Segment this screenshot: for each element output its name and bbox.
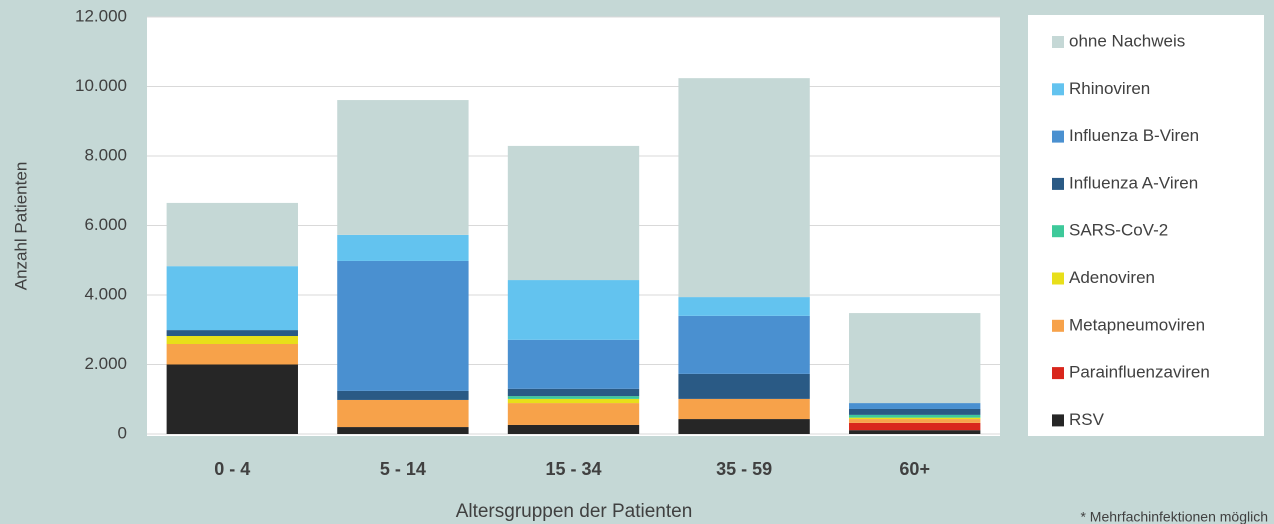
bar-segment bbox=[507, 396, 640, 399]
x-axis-title: Altersgruppen der Patienten bbox=[456, 501, 693, 522]
legend-swatch bbox=[1052, 36, 1064, 48]
legend-label: SARS-CoV-2 bbox=[1069, 221, 1168, 240]
bar-segment bbox=[337, 427, 469, 434]
y-tick-label: 10.000 bbox=[75, 76, 127, 95]
y-tick-label: 12.000 bbox=[75, 6, 127, 25]
x-tick-label: 60+ bbox=[899, 459, 930, 479]
bar-segment bbox=[849, 403, 981, 409]
legend-label: Rhinoviren bbox=[1069, 79, 1150, 98]
y-axis-title: Anzahl Patienten bbox=[11, 162, 30, 291]
bar-segment bbox=[849, 313, 981, 404]
bar-segment bbox=[849, 417, 981, 420]
y-tick-label: 4.000 bbox=[84, 284, 127, 303]
bar-segment bbox=[849, 422, 981, 431]
x-tick-label: 15 - 34 bbox=[545, 459, 601, 479]
legend-swatch bbox=[1052, 130, 1064, 143]
bar-segment bbox=[678, 315, 810, 374]
bar-segment bbox=[507, 388, 640, 397]
legend-label: Influenza B-Viren bbox=[1069, 126, 1199, 145]
bar-segment bbox=[507, 398, 640, 404]
bar-segment bbox=[507, 145, 640, 281]
legend-label: Metapneumoviren bbox=[1069, 315, 1205, 334]
legend-label: RSV bbox=[1069, 410, 1105, 429]
bar-segment bbox=[849, 430, 981, 434]
bar-segment bbox=[166, 343, 298, 365]
y-tick-label: 0 bbox=[118, 423, 127, 442]
bar-segment bbox=[507, 280, 640, 340]
bar-segment bbox=[337, 234, 469, 261]
legend-label: Influenza A-Viren bbox=[1069, 173, 1198, 192]
legend-label: Parainfluenzaviren bbox=[1069, 363, 1210, 382]
legend-label: ohne Nachweis bbox=[1069, 31, 1185, 50]
footnote: * Mehrfachinfektionen möglich bbox=[1080, 509, 1268, 524]
y-tick-label: 6.000 bbox=[84, 215, 127, 234]
legend-swatch bbox=[1052, 83, 1064, 96]
x-tick-label: 0 - 4 bbox=[214, 459, 250, 479]
legend-swatch bbox=[1052, 319, 1064, 332]
bar-segment bbox=[678, 398, 810, 420]
bar-segment bbox=[507, 339, 640, 389]
y-tick-label: 2.000 bbox=[84, 354, 127, 373]
bar-segment bbox=[678, 78, 810, 298]
bar-segment bbox=[337, 390, 469, 400]
x-tick-label: 35 - 59 bbox=[716, 459, 772, 479]
legend-swatch bbox=[1052, 414, 1064, 427]
bar-segment bbox=[337, 260, 469, 391]
bar-segment bbox=[507, 403, 640, 425]
legend-swatch bbox=[1052, 272, 1064, 285]
bar-segment bbox=[849, 414, 981, 418]
bar-segment bbox=[166, 202, 298, 267]
legend-swatch bbox=[1052, 225, 1064, 238]
legend-box bbox=[1028, 15, 1264, 436]
bar-segment bbox=[337, 100, 469, 235]
legend-swatch bbox=[1052, 367, 1064, 380]
bar-segment bbox=[678, 419, 810, 434]
x-tick-label: 5 - 14 bbox=[380, 459, 426, 479]
bar-segment bbox=[337, 399, 469, 428]
legend-label: Adenoviren bbox=[1069, 268, 1155, 287]
bar-segment bbox=[166, 364, 298, 434]
bar-segment bbox=[166, 266, 298, 331]
bar-segment bbox=[166, 330, 298, 337]
bar-segment bbox=[166, 336, 298, 344]
legend-swatch bbox=[1052, 177, 1064, 190]
bar-segment bbox=[678, 297, 810, 316]
bar-segment bbox=[849, 408, 981, 415]
y-tick-label: 8.000 bbox=[84, 145, 127, 164]
bar-segment bbox=[507, 424, 640, 434]
bar-segment bbox=[849, 419, 981, 423]
bar-segment bbox=[678, 373, 810, 399]
